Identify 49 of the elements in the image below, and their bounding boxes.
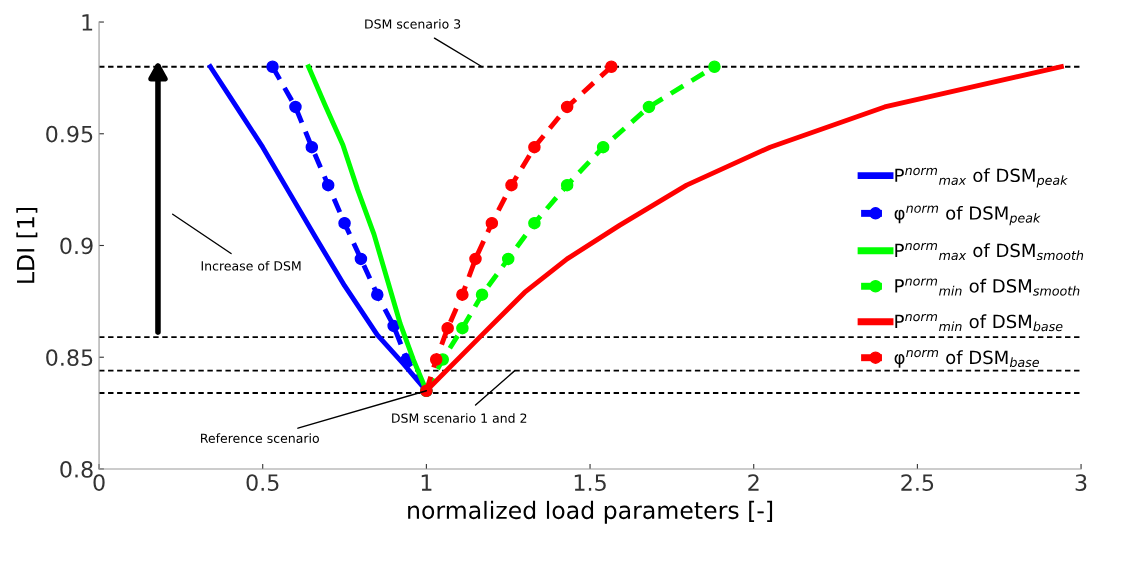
point [708, 60, 721, 73]
point [305, 140, 319, 154]
y-tick-label: 0.8 [60, 460, 93, 478]
point [321, 178, 335, 192]
point [596, 140, 610, 154]
point [456, 288, 469, 301]
point [456, 321, 469, 335]
legend-label: P$^{norm}$$_{max}$ of DSM$_{smooth}$ [895, 242, 1084, 261]
x-tick-label: 2.5 [901, 474, 934, 492]
x-tick-label: 2 [748, 474, 759, 491]
point [266, 60, 279, 73]
point [289, 100, 302, 114]
y-tick-label: 0.9 [60, 237, 93, 255]
point [475, 288, 489, 301]
point [469, 252, 482, 266]
point [441, 321, 454, 335]
point [560, 100, 574, 114]
legend-label: φ$^{norm}$ of DSM$_{peak}$ [894, 205, 1041, 226]
y-tick-label: 0.85 [46, 349, 93, 366]
x-tick-label: 1.5 [574, 474, 606, 492]
legend-label: P$^{norm}$$_{min}$ of DSM$_{smooth}$ [895, 278, 1080, 296]
annotation: DSM scenario 3 [365, 19, 461, 29]
legend-label: P$^{norm}$$_{min}$ of DSM$_{base}$ [895, 314, 1063, 332]
y-tick-label: 1 [82, 14, 93, 31]
point [485, 216, 499, 230]
annotation: Increase of DSM [201, 260, 301, 271]
point [528, 140, 541, 154]
point [560, 178, 574, 192]
point [505, 178, 518, 192]
x-tick-label: 3 [1075, 474, 1087, 492]
x-axis-title: normalized load parameters [-] [408, 500, 773, 524]
annotation: DSM scenario 1 and 2 [392, 413, 527, 423]
y-tick-label: 0.95 [46, 125, 93, 143]
point [371, 288, 384, 301]
point [387, 319, 400, 333]
point [354, 252, 368, 266]
x-tick-label: 1 [421, 474, 432, 491]
x-tick-label: 0.5 [246, 474, 279, 492]
legend-label: P$^{norm}$$_{max}$ of DSM$_{peak}$ [895, 167, 1068, 188]
point [429, 353, 443, 366]
point [605, 60, 618, 73]
point [338, 216, 351, 230]
y-axis-title: LDI [1] [16, 207, 38, 283]
point [528, 216, 541, 230]
point [501, 252, 515, 266]
annotation: Reference scenario [201, 433, 319, 443]
point [642, 100, 656, 114]
legend-label: φ$^{norm}$ of DSM$_{base}$ [894, 349, 1039, 368]
x-tick-label: 0 [93, 474, 105, 492]
